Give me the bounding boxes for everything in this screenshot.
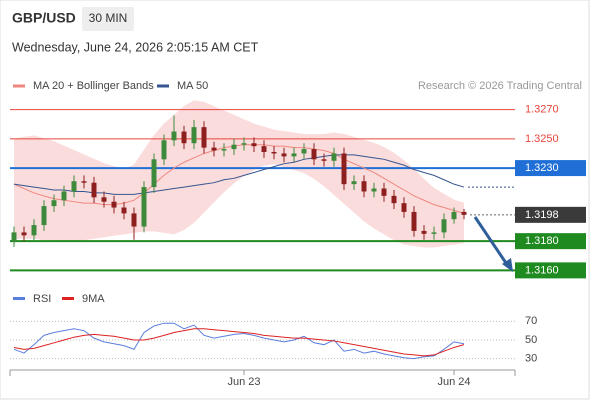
candle-body [81, 181, 87, 183]
level-label-box [515, 206, 586, 223]
credit: Research © 2026 Trading Central [418, 80, 582, 92]
candle-body [241, 143, 247, 145]
candle-body [71, 181, 77, 192]
candle-body [231, 144, 237, 150]
candle-body [391, 195, 397, 204]
candle-body [461, 211, 467, 215]
legend-label: 9MA [82, 293, 105, 305]
candle-body [291, 153, 297, 157]
candle-body [251, 143, 257, 147]
candle-body [221, 149, 227, 151]
level-label: 1.3250 [525, 133, 559, 145]
candle-body [61, 191, 67, 201]
ma-line [13, 154, 465, 195]
level-label: 1.3160 [525, 264, 559, 276]
candle-body [201, 127, 207, 148]
x-tick-label: Jun 23 [227, 376, 260, 388]
candle-body [211, 147, 217, 151]
candle-body [181, 131, 187, 144]
forecast-arrow [473, 216, 510, 267]
candle-body [121, 207, 127, 214]
legend-swatch [13, 297, 25, 300]
level-label: 1.3230 [525, 162, 559, 174]
legend-swatch [157, 84, 169, 88]
candle-body [451, 211, 457, 220]
candle-body [91, 182, 97, 198]
candle-body [51, 200, 57, 207]
legend-label: MA 20 + Bollinger Bands [33, 80, 154, 92]
candle-body [431, 232, 437, 234]
candle-body [381, 188, 387, 196]
candle-body [161, 140, 167, 160]
legend-swatch [62, 297, 74, 300]
level-label-box [515, 160, 586, 177]
candle-body [191, 127, 197, 144]
forecast-arrowhead [502, 258, 513, 272]
candle-body [101, 197, 107, 202]
level-label-box [515, 233, 586, 250]
candle-body [441, 219, 447, 233]
legend-label: MA 50 [177, 80, 208, 92]
candle-body [371, 188, 377, 192]
legend-swatch [13, 84, 25, 88]
candle-body [341, 153, 347, 185]
candle-body [271, 152, 277, 154]
candle-body [401, 203, 407, 212]
level-label: 1.3198 [525, 209, 559, 221]
candle-body [261, 146, 267, 152]
level-label-box [515, 262, 586, 279]
legend-label: RSI [33, 293, 51, 305]
symbol: GBP/USD [12, 10, 76, 26]
level-label: 1.3180 [525, 235, 559, 247]
candle-body [421, 230, 427, 234]
timeframe-box[interactable] [82, 7, 134, 31]
y-tick-label: 70 [525, 315, 537, 327]
ma-line [13, 144, 465, 214]
candle-body [151, 159, 157, 188]
candle-body [311, 149, 317, 160]
bollinger-upper [13, 100, 465, 204]
candle-body [331, 153, 337, 161]
candle-body [361, 181, 367, 192]
y-tick-label: 30 [525, 353, 537, 365]
candle-body [171, 131, 177, 141]
timeframe[interactable]: 30 MIN [89, 11, 128, 25]
candle-body [111, 201, 117, 208]
candle-body [31, 225, 37, 236]
indicator-line [13, 328, 465, 357]
bollinger-lower [14, 163, 465, 248]
level-label: 1.3270 [525, 104, 559, 116]
candle-body [411, 211, 417, 231]
candle-body [321, 159, 327, 161]
y-tick-label: 50 [525, 334, 537, 346]
candle-body [21, 232, 27, 236]
candle-body [281, 153, 287, 157]
candle-body [131, 213, 137, 227]
candle-body [11, 232, 17, 242]
candle-body [351, 181, 357, 185]
candle-body [141, 187, 147, 227]
x-tick-label: Jun 24 [437, 376, 470, 388]
timestamp: Wednesday, June 24, 2026 2:05:15 AM CET [12, 40, 259, 54]
candle-body [41, 206, 47, 226]
candle-body [301, 149, 307, 154]
